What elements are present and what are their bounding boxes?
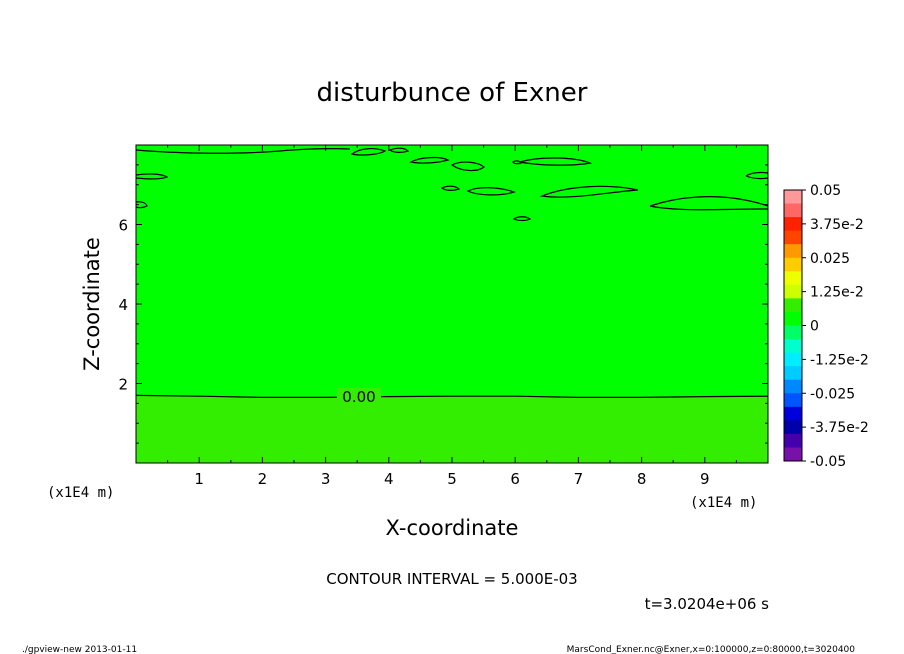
footer-left-text: ./gpview-new 2013-01-11 [22, 645, 137, 654]
contour-interval-note: CONTOUR INTERVAL = 5.000E-03 [326, 570, 577, 588]
y-tick-label: 2 [118, 376, 128, 394]
contour-island [649, 196, 769, 207]
colorbar-label: 0 [810, 319, 819, 335]
x-tick-label: 8 [637, 470, 647, 488]
contour-label-background [337, 388, 381, 406]
colorbar-swatch [784, 217, 802, 232]
colorbar-label: -0.05 [810, 454, 846, 470]
colorbar-swatch [784, 230, 802, 245]
upper-contour-islands [135, 147, 769, 222]
x-axis-unit-label: (x1E4 m) [690, 495, 757, 511]
x-tick-label: 6 [510, 470, 520, 488]
contour-label: 0.00 [342, 388, 375, 406]
y-tick-label: 4 [118, 296, 128, 314]
time-stamp: t=3.0204e+06 s [645, 595, 770, 613]
contour-island [466, 187, 516, 196]
y-tick-label: 6 [118, 217, 128, 235]
x-tick-label: 7 [574, 470, 584, 488]
contour-island [512, 216, 532, 222]
colorbar-swatch [784, 271, 802, 286]
x-tick-label: 5 [447, 470, 457, 488]
colorbar-label: -0.025 [810, 386, 855, 402]
contour-island [135, 148, 351, 154]
colorbar-swatch [784, 339, 802, 354]
colorbar-swatch [784, 352, 802, 367]
x-tick-label: 2 [258, 470, 268, 488]
colorbar-swatch [784, 379, 802, 394]
y-axis-ticks: 2 4 6 [118, 164, 768, 444]
colorbar-label: 0.05 [810, 183, 841, 199]
colorbar-swatch [784, 311, 802, 326]
x-tick-label: 3 [321, 470, 331, 488]
colorbar: 0.05 3.75e-2 0.025 1.25e-2 0 -1.25e-2 -0.025 -3… [783, 183, 869, 470]
colorbar-label: -3.75e-2 [810, 420, 869, 436]
plot-area: 0.00 [135, 144, 769, 464]
colorbar-swatch [784, 366, 802, 381]
x-tick-label: 1 [194, 470, 204, 488]
contour-island [539, 185, 639, 198]
colorbar-swatch [784, 257, 802, 272]
colorbar-swatch [784, 284, 802, 299]
footer-right-text: MarsCond_Exner.nc@Exner,x=0:100000,z=0:8… [567, 645, 856, 654]
chart-title: disturbunce of Exner [317, 78, 588, 108]
x-axis-ticks: 1 2 3 4 5 6 7 8 9 [167, 145, 737, 488]
colorbar-swatch [784, 406, 802, 421]
colorbar-swatch [784, 420, 802, 435]
contour-island [745, 175, 769, 180]
colorbar-label: 1.25e-2 [810, 285, 864, 301]
contour-island [649, 205, 769, 211]
colorbar-swatch [784, 447, 802, 462]
contour-island [409, 156, 450, 164]
contour-island [135, 173, 169, 180]
y-axis-label: Z-coordinate [80, 237, 104, 371]
colorbar-swatch [784, 244, 802, 259]
lower-fill-region [136, 395, 768, 463]
contour-island [350, 148, 387, 156]
x-axis-label: X-coordinate [386, 516, 519, 540]
colorbar-swatch [784, 325, 802, 340]
colorbar-swatch [784, 203, 802, 218]
contour-island [519, 157, 593, 166]
zero-contour-line [135, 394, 769, 398]
contour-island [388, 147, 410, 153]
x-tick-label: 4 [384, 470, 394, 488]
x-tick-label: 9 [700, 470, 710, 488]
y-axis-unit-label: (x1E4 m) [47, 485, 114, 501]
contour-island [135, 201, 148, 209]
colorbar-label: 3.75e-2 [810, 217, 864, 233]
colorbar-label: -1.25e-2 [810, 352, 869, 368]
colorbar-swatch [784, 433, 802, 448]
colorbar-swatch [784, 190, 802, 205]
contour-island [745, 171, 769, 177]
contour-island [440, 185, 461, 191]
colorbar-label: 0.025 [810, 251, 850, 267]
colorbar-swatch [784, 298, 802, 313]
colorbar-swatch [784, 393, 802, 408]
contour-island [450, 161, 485, 172]
contour-island [512, 160, 522, 165]
